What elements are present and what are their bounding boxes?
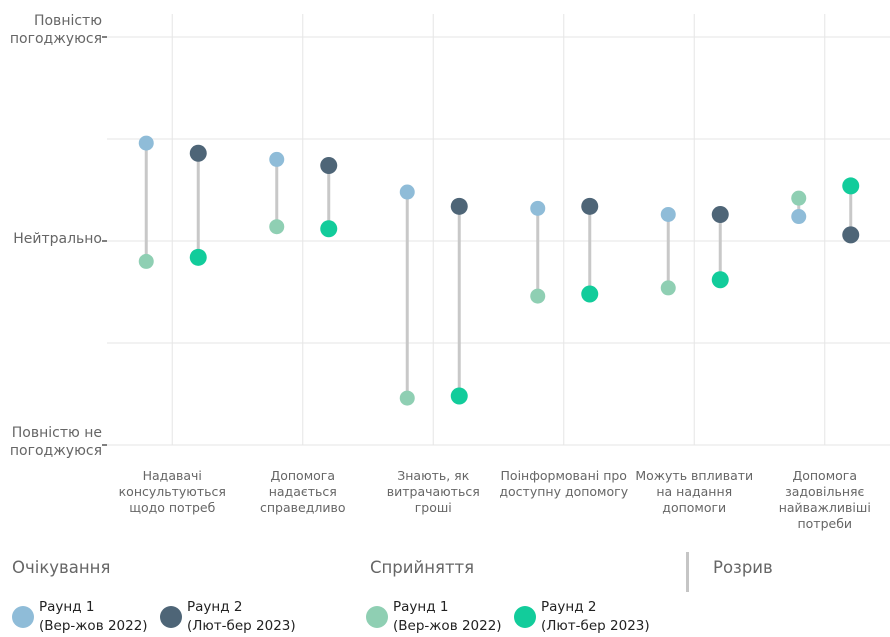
x-tick-label: Знають, як витрачаються гроші	[386, 468, 480, 515]
legend-round: Раунд 1	[39, 599, 95, 615]
legend-expectations-heading: Очікування	[12, 558, 111, 577]
point-percep-r2	[842, 177, 860, 195]
legend-dot-expect-r1	[12, 606, 34, 628]
point-percep-r1	[399, 390, 415, 406]
legend-round: Раунд 2	[541, 599, 597, 615]
point-percep-r2	[320, 220, 338, 238]
point-percep-r2	[581, 285, 599, 303]
point-percep-r1	[660, 280, 676, 296]
legend-percep-round1: Раунд 1 (Вер-жов 2022)	[366, 598, 502, 636]
legend-dot-percep-r1	[366, 606, 388, 628]
point-expect-r2	[842, 226, 860, 244]
legend-dot-percep-r2	[514, 606, 536, 628]
point-expect-r1	[399, 184, 415, 200]
legend-period: (Вер-жов 2022)	[393, 618, 502, 634]
point-percep-r2	[450, 387, 468, 405]
legend-gap-bar	[686, 552, 689, 592]
point-expect-r2	[450, 197, 468, 215]
point-percep-r2	[711, 271, 729, 289]
x-tick-label: Допомога задовільняє найважливіші потреб…	[778, 468, 871, 531]
legend-expect-round1: Раунд 1 (Вер-жов 2022)	[12, 598, 148, 636]
point-percep-r2	[189, 248, 207, 266]
grid	[102, 14, 890, 446]
point-expect-r2	[320, 157, 338, 175]
legend-perception-heading: Сприйняття	[370, 558, 475, 577]
point-percep-r1	[138, 253, 154, 269]
point-expect-r2	[581, 197, 599, 215]
legend-period: (Вер-жов 2022)	[39, 618, 148, 634]
point-expect-r1	[138, 135, 154, 151]
point-percep-r1	[791, 190, 807, 206]
y-label-middle: Нейтрально	[13, 231, 102, 247]
point-expect-r2	[711, 205, 729, 223]
point-expect-r1	[530, 200, 546, 216]
legend-round: Раунд 2	[187, 599, 243, 615]
legend-period: (Лют-бер 2023)	[187, 618, 296, 634]
legend-expect-round2: Раунд 2 (Лют-бер 2023)	[160, 598, 296, 636]
x-tick-label: Надавачі консультуються щодо потреб	[118, 468, 226, 515]
point-expect-r1	[269, 151, 285, 167]
point-percep-r1	[530, 288, 546, 304]
y-label-bottom: Повністю не погоджуюся	[9, 425, 102, 459]
y-label-top: Повністю погоджуюся	[9, 13, 102, 47]
point-expect-r1	[791, 209, 807, 225]
x-tick-label: Поінформовані про доступну допомогу	[499, 468, 629, 499]
legend-dot-expect-r2	[160, 606, 182, 628]
x-tick-label: Допомога надається справедливо	[260, 468, 346, 515]
legend-round: Раунд 1	[393, 599, 449, 615]
x-tick-label: Можуть впливати на надання допомоги	[635, 468, 754, 515]
legend-percep-round2: Раунд 2 (Лют-бер 2023)	[514, 598, 650, 636]
point-expect-r2	[189, 144, 207, 162]
point-percep-r1	[269, 219, 285, 235]
chart-marks	[138, 135, 860, 406]
legend-gap-heading: Розрив	[713, 558, 773, 577]
point-expect-r1	[660, 206, 676, 222]
legend-period: (Лют-бер 2023)	[541, 618, 650, 634]
